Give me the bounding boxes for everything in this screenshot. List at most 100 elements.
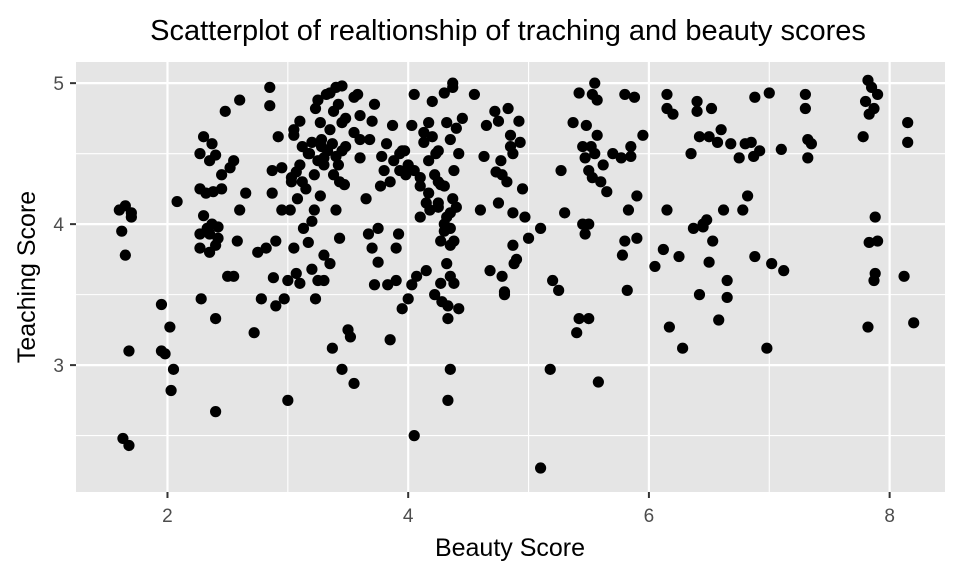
data-point (264, 81, 276, 93)
data-point (444, 133, 456, 146)
data-point (297, 222, 310, 234)
data-point (294, 115, 306, 127)
data-point (677, 342, 689, 354)
data-points (113, 74, 920, 474)
data-point (318, 249, 330, 261)
data-point (306, 215, 318, 227)
data-point (260, 242, 272, 254)
data-point (219, 105, 231, 117)
data-point (326, 138, 338, 150)
data-point (435, 235, 447, 247)
data-point (589, 148, 601, 160)
data-point (667, 108, 679, 120)
data-point (567, 117, 579, 129)
data-point (871, 88, 884, 101)
data-point (474, 204, 487, 216)
data-point (282, 394, 294, 406)
data-point (231, 235, 243, 247)
data-point (396, 303, 408, 315)
data-point (673, 250, 685, 263)
data-point (302, 236, 314, 249)
data-point (862, 321, 874, 333)
data-point (426, 131, 438, 143)
data-point (859, 95, 872, 108)
data-point (123, 439, 135, 452)
data-point (713, 314, 725, 326)
data-point (210, 312, 222, 325)
y-axis-label: Teaching Score (13, 191, 41, 363)
data-point (207, 186, 219, 198)
data-point (159, 348, 171, 360)
data-point (400, 169, 412, 181)
data-point (333, 232, 346, 244)
data-point (763, 87, 775, 99)
data-point (435, 277, 447, 289)
chart-title: Scatterplot of realtionship of traching … (150, 15, 866, 47)
data-point (340, 112, 352, 124)
data-point (314, 190, 326, 202)
data-point (799, 102, 811, 115)
data-point (478, 150, 490, 163)
data-point (240, 187, 252, 199)
data-point (267, 272, 279, 284)
data-point (210, 406, 222, 418)
data-point (507, 148, 519, 160)
plot-panel (76, 62, 945, 492)
data-point (408, 430, 420, 442)
data-point (414, 211, 426, 223)
data-point (721, 291, 733, 304)
data-point (442, 394, 454, 406)
data-point (591, 94, 603, 106)
data-point (616, 249, 629, 261)
data-point (745, 136, 757, 148)
data-point (212, 232, 224, 244)
data-point (432, 145, 444, 157)
data-point (799, 88, 811, 101)
data-point (902, 136, 914, 148)
data-point (411, 270, 423, 282)
data-point (522, 232, 535, 244)
data-point (685, 148, 697, 160)
data-point (366, 242, 378, 254)
data-point (414, 180, 426, 192)
data-point (288, 242, 300, 254)
data-point (266, 164, 278, 177)
x-axis-ticks: 2 4 6 8 (162, 492, 895, 527)
data-point (908, 317, 920, 329)
data-point (589, 77, 601, 89)
data-point (592, 376, 604, 388)
data-point (384, 334, 396, 346)
data-point (272, 131, 284, 143)
data-point (248, 327, 260, 339)
data-point (555, 164, 567, 177)
data-point (742, 190, 754, 202)
data-point (591, 129, 603, 141)
data-point (501, 176, 513, 188)
data-point (429, 289, 441, 301)
data-point (255, 293, 267, 305)
data-point (390, 274, 402, 287)
x-tick-label: 6 (644, 506, 655, 527)
data-point (705, 102, 718, 115)
data-point (519, 211, 531, 223)
data-point (621, 284, 633, 296)
data-point (372, 222, 384, 234)
data-point (212, 221, 224, 233)
data-point (544, 363, 556, 375)
data-point (290, 267, 302, 280)
data-point (330, 204, 342, 216)
data-point (276, 162, 288, 174)
x-tick-label: 2 (162, 506, 173, 527)
data-point (344, 331, 357, 343)
data-point (447, 193, 459, 205)
data-point (450, 201, 462, 213)
data-point (360, 193, 372, 205)
data-point (354, 152, 366, 164)
data-point (534, 462, 547, 474)
data-point (441, 117, 453, 129)
data-point (402, 293, 414, 305)
data-point (376, 150, 388, 163)
data-point (406, 119, 418, 132)
data-point (559, 207, 571, 219)
